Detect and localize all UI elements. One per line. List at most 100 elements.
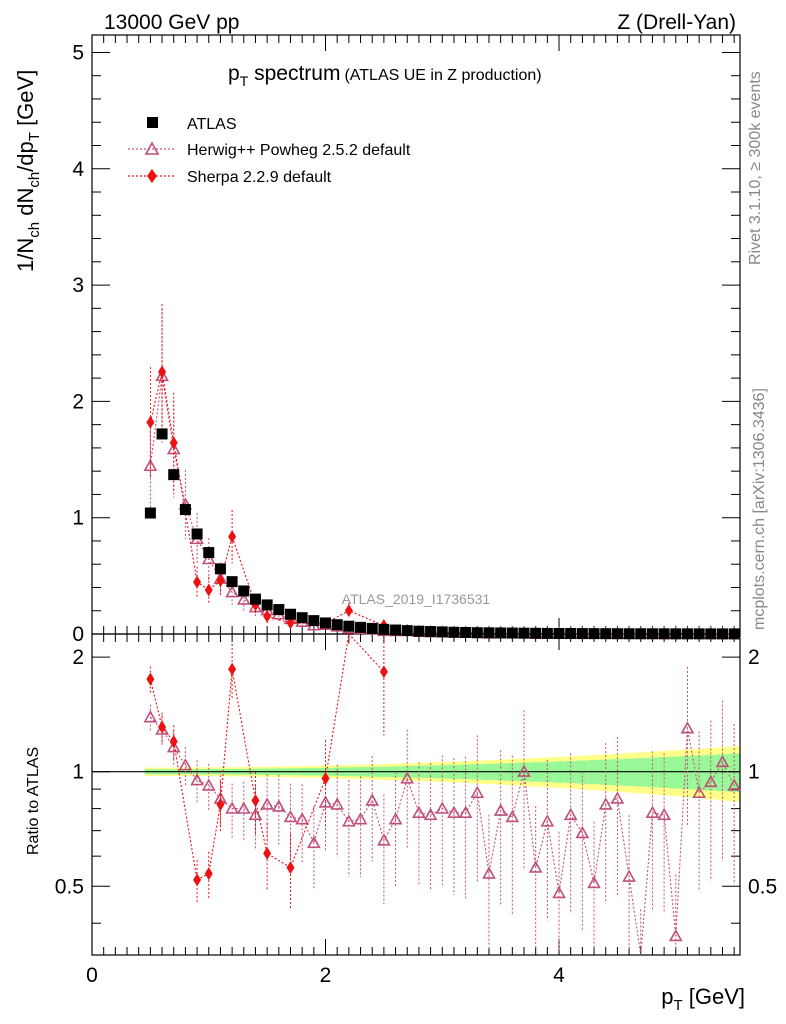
herwig-ratio-point bbox=[295, 812, 310, 825]
atlas-data-point bbox=[366, 622, 378, 634]
herwig-ratio-point bbox=[412, 805, 426, 818]
y-tick-label: 2 bbox=[72, 390, 84, 413]
atlas-data-point bbox=[238, 585, 250, 597]
sherpa-main-point bbox=[204, 583, 213, 597]
sherpa-main-point bbox=[169, 436, 178, 450]
atlas-data-point bbox=[144, 507, 156, 519]
atlas-data-point bbox=[518, 627, 530, 639]
herwig-ratio-point bbox=[318, 795, 333, 808]
herwig-ratio-point bbox=[517, 764, 531, 777]
rivet-label: Rivet 3.1.10, ≥ 300k events bbox=[747, 71, 764, 265]
sherpa-main-point bbox=[228, 530, 237, 544]
atlas-data-point bbox=[261, 599, 273, 611]
herwig-ratio-point bbox=[528, 860, 543, 873]
atlas-data-point bbox=[191, 528, 203, 540]
sherpa-main-point bbox=[344, 604, 353, 618]
herwig-ratio-point bbox=[236, 801, 251, 814]
atlas-data-point bbox=[249, 593, 261, 605]
ratio-tick-label: 2 bbox=[72, 646, 84, 669]
herwig-ratio-point bbox=[657, 807, 671, 821]
y-tick-label: 5 bbox=[72, 41, 84, 64]
herwig-ratio-point bbox=[575, 825, 590, 839]
sherpa-ratio-point bbox=[216, 798, 225, 812]
atlas-data-point bbox=[448, 626, 460, 638]
atlas-data-point bbox=[541, 627, 553, 639]
herwig-ratio-point bbox=[166, 740, 181, 753]
ratio-tick-label-right: 2 bbox=[748, 646, 760, 669]
herwig-ratio-point bbox=[283, 809, 298, 823]
sherpa-ratio-point bbox=[158, 720, 167, 734]
herwig-ratio-point bbox=[458, 805, 473, 818]
atlas-data-point bbox=[471, 627, 483, 639]
band-inner-bin bbox=[669, 756, 682, 789]
y-tick-label: 3 bbox=[72, 274, 84, 297]
herwig-ratio-point bbox=[143, 710, 158, 723]
herwig-ratio-point bbox=[563, 807, 578, 821]
herwig-ratio-point bbox=[260, 797, 274, 810]
atlas-data-point bbox=[214, 563, 226, 575]
atlas-data-point bbox=[308, 615, 320, 627]
x-tick-label: 4 bbox=[553, 964, 565, 987]
herwig-ratio-point bbox=[692, 785, 706, 799]
atlas-data-point bbox=[670, 628, 682, 640]
plot-title: pT spectrum (ATLAS UE in Z production) bbox=[228, 62, 542, 89]
atlas-data-point bbox=[588, 628, 600, 640]
atlas-data-point bbox=[506, 627, 518, 639]
herwig-ratio-point bbox=[377, 833, 391, 846]
atlas-data-point bbox=[390, 624, 402, 636]
herwig-ratio-point bbox=[248, 807, 263, 821]
atlas-data-point bbox=[716, 628, 728, 640]
herwig-ratio-point bbox=[622, 869, 636, 882]
sherpa-ratio-point bbox=[251, 794, 260, 808]
legend-atlas-marker bbox=[147, 117, 158, 128]
herwig-ratio-point bbox=[703, 774, 718, 788]
y-tick-label: 1 bbox=[72, 507, 84, 530]
herwig-ratio-point bbox=[482, 866, 496, 879]
herwig-ratio-point bbox=[353, 812, 368, 825]
y-tick-label: 4 bbox=[72, 158, 84, 181]
ratio-frame bbox=[91, 633, 741, 956]
atlas-data-point bbox=[495, 627, 507, 639]
herwig-ratio-point bbox=[552, 885, 566, 899]
herwig-ratio-point bbox=[330, 797, 345, 810]
herwig-ratio-point bbox=[365, 793, 380, 806]
legend-herwig-label: Herwig++ Powheg 2.5.2 default bbox=[187, 142, 411, 159]
herwig-ratio-point bbox=[423, 807, 438, 821]
herwig-ratio-point bbox=[598, 797, 613, 810]
herwig-main-point bbox=[225, 584, 239, 598]
ratio-y-label: Ratio to ATLAS bbox=[25, 747, 42, 855]
herwig-main-point bbox=[143, 458, 158, 472]
sherpa-ratio-point bbox=[379, 665, 388, 679]
herwig-ratio-point bbox=[342, 814, 356, 827]
atlas-data-point bbox=[413, 625, 425, 637]
sherpa-main-point bbox=[158, 365, 167, 379]
atlas-data-point bbox=[681, 628, 693, 640]
atlas-data-point bbox=[565, 628, 577, 640]
herwig-ratio-point bbox=[271, 799, 286, 812]
analysis-id: ATLAS_2019_I1736531 bbox=[342, 591, 491, 607]
atlas-data-point bbox=[576, 628, 588, 640]
herwig-ratio-point bbox=[680, 721, 695, 734]
sherpa-ratio-point bbox=[286, 861, 295, 875]
sherpa-ratio-point bbox=[263, 846, 272, 860]
atlas-data-point bbox=[156, 428, 168, 440]
atlas-data-point bbox=[658, 628, 670, 640]
atlas-data-point bbox=[226, 576, 238, 588]
atlas-data-point bbox=[273, 604, 285, 616]
herwig-ratio-point bbox=[727, 778, 742, 791]
atlas-data-point bbox=[343, 620, 355, 632]
sherpa-ratio-point bbox=[228, 662, 237, 676]
sherpa-ratio-point bbox=[193, 873, 202, 887]
herwig-ratio-point bbox=[201, 778, 216, 791]
y-axis-label: 1/Nch dNch/dpT [GeV] bbox=[13, 70, 43, 272]
sherpa-main-point bbox=[146, 415, 155, 429]
herwig-ratio-point bbox=[447, 805, 461, 818]
atlas-data-point bbox=[296, 612, 308, 624]
atlas-data-point bbox=[705, 628, 717, 640]
herwig-ratio-point bbox=[493, 803, 508, 816]
ratio-tick-label-right: 0.5 bbox=[748, 875, 777, 898]
herwig-ratio-point bbox=[540, 814, 555, 827]
herwig-ratio-point bbox=[715, 754, 730, 768]
legend: ATLAS Herwig++ Powheg 2.5.2 default Sher… bbox=[128, 116, 411, 186]
